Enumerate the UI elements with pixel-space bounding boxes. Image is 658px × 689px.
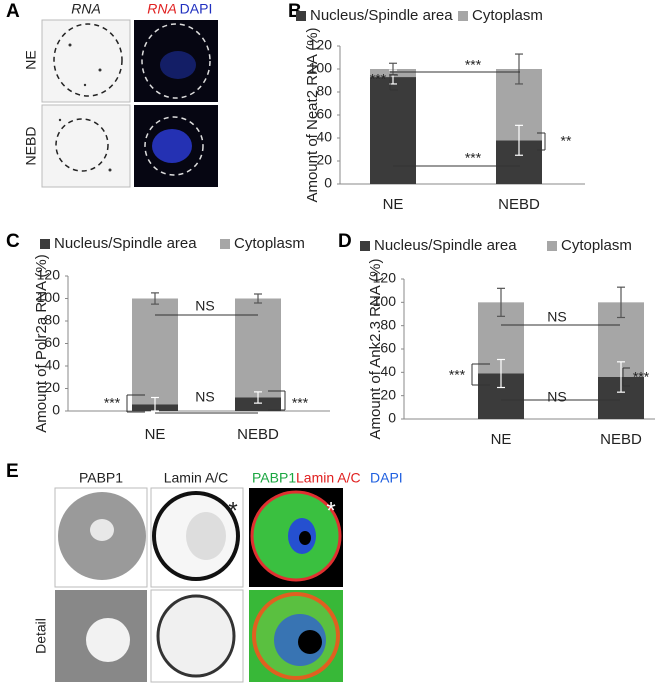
x-tick-label: NE [145, 426, 166, 443]
panel-label: D [338, 231, 352, 252]
y-tick-label: 20 [380, 386, 396, 402]
error-bar [515, 53, 523, 85]
micrograph [54, 487, 343, 683]
significance-label: NS [195, 298, 214, 314]
significance-label: *** [465, 150, 482, 166]
significance-label: *** [104, 395, 121, 411]
legend-swatch [40, 239, 50, 249]
bar [370, 77, 416, 184]
y-axis-label: Amount of Polr2a RNA (%) [33, 254, 50, 432]
column-header: RNA [71, 1, 101, 17]
y-axis-label: Amount of Neat2 RNA (%) [304, 27, 321, 202]
significance-label: *** [292, 395, 309, 411]
legend-swatch [360, 241, 370, 251]
row-label: Detail [33, 618, 49, 654]
x-tick-label: NEBD [237, 426, 279, 443]
error-bar [617, 361, 625, 393]
significance-label: *** [465, 57, 482, 73]
x-tick-label: NE [491, 431, 512, 448]
row-label: NE [23, 50, 39, 69]
y-tick-label: 120 [37, 267, 61, 283]
asterisk: * [228, 497, 237, 524]
column-header: DAPI [180, 1, 213, 17]
panel-label: E [6, 461, 19, 482]
y-tick-label: 0 [388, 410, 396, 426]
y-tick-label: 60 [380, 340, 396, 356]
significance-label: NS [547, 389, 566, 405]
significance-label: ** [561, 133, 572, 149]
y-tick-label: 80 [316, 83, 332, 99]
panel-label: A [6, 1, 20, 22]
y-tick-label: 60 [44, 334, 60, 350]
legend-label: Cytoplasm [561, 237, 632, 254]
y-tick-label: 40 [44, 357, 60, 373]
micrograph [41, 19, 218, 188]
y-tick-label: 80 [44, 312, 60, 328]
asterisk: * [326, 497, 335, 524]
legend-swatch [296, 11, 306, 21]
column-header: Lamin A/C [164, 470, 229, 486]
y-tick-label: 80 [380, 316, 396, 332]
error-bar [617, 286, 625, 319]
y-tick-label: 120 [309, 37, 333, 53]
error-bar [151, 292, 159, 305]
column-header: PABP1 [79, 470, 123, 486]
y-tick-label: 120 [373, 270, 397, 286]
column-header: DAPI [370, 470, 403, 486]
x-tick-label: NEBD [498, 196, 540, 213]
y-tick-label: 100 [37, 289, 61, 305]
y-tick-label: 0 [324, 175, 332, 191]
y-tick-label: 40 [380, 363, 396, 379]
legend-swatch [458, 11, 468, 21]
legend-label: Nucleus/Spindle area [374, 237, 517, 254]
row-label: NEBD [23, 127, 39, 166]
y-tick-label: 20 [44, 379, 60, 395]
y-tick-label: 60 [316, 106, 332, 122]
error-bar [497, 287, 505, 317]
bar [235, 397, 281, 411]
bar [235, 298, 281, 398]
panel-label: C [6, 231, 20, 252]
x-tick-label: NEBD [600, 431, 642, 448]
error-bar [151, 396, 159, 412]
error-bar [497, 358, 505, 389]
column-header: Lamin A/C [296, 470, 361, 486]
bar [132, 298, 178, 405]
legend-swatch [547, 241, 557, 251]
significance-label: NS [195, 389, 214, 405]
y-tick-label: 20 [316, 152, 332, 168]
y-tick-label: 0 [52, 402, 60, 418]
column-header: PABP1 [252, 470, 296, 486]
legend-label: Nucleus/Spindle area [54, 235, 197, 252]
significance-label: *** [370, 71, 387, 87]
error-bar [254, 391, 262, 404]
error-bar [515, 124, 523, 156]
legend-swatch [220, 239, 230, 249]
x-tick-label: NE [383, 196, 404, 213]
error-bar [254, 293, 262, 304]
legend-label: Nucleus/Spindle area [310, 7, 453, 24]
significance-label: *** [633, 369, 650, 385]
y-tick-label: 100 [309, 60, 333, 76]
significance-label: *** [449, 367, 466, 383]
column-header: RNA [147, 1, 177, 17]
y-tick-label: 100 [373, 293, 397, 309]
significance-label: NS [547, 309, 566, 325]
y-tick-label: 40 [316, 129, 332, 145]
legend-label: Cytoplasm [472, 7, 543, 24]
legend-label: Cytoplasm [234, 235, 305, 252]
y-axis-label: Amount of Ank2.3 RNA (%) [367, 259, 384, 440]
